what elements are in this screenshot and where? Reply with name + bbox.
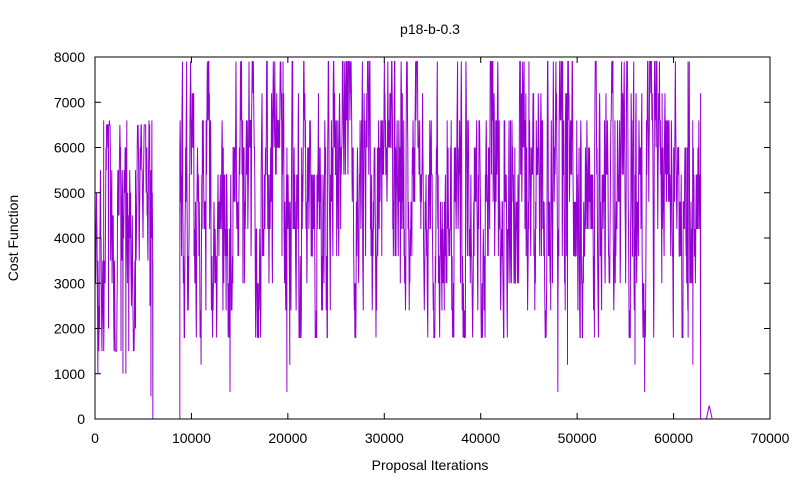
y-tick-label: 8000 — [54, 49, 85, 65]
x-tick-label: 30000 — [365, 430, 404, 446]
y-axis-label: Cost Function — [5, 195, 21, 281]
y-tick-label: 1000 — [54, 366, 85, 382]
x-tick-label: 70000 — [751, 430, 790, 446]
x-tick-label: 50000 — [558, 430, 597, 446]
y-tick-label: 7000 — [54, 94, 85, 110]
y-tick-label: 6000 — [54, 140, 85, 156]
x-tick-label: 10000 — [172, 430, 211, 446]
x-tick-label: 40000 — [461, 430, 500, 446]
y-tick-label: 3000 — [54, 275, 85, 291]
y-tick-label: 0 — [77, 411, 85, 427]
x-tick-label: 0 — [91, 430, 99, 446]
cost-function-series-line — [94, 61, 713, 420]
x-tick-label: 20000 — [268, 430, 307, 446]
plot-frame — [94, 56, 771, 420]
ticks-layer: 0 10000 20000 30000 40000 50000 60000 70000 0 100… — [54, 49, 790, 446]
chart-title: p18-b-0.3 — [400, 21, 460, 37]
x-axis-label: Proposal Iterations — [372, 457, 489, 473]
y-tick-label: 2000 — [54, 321, 85, 337]
series-layer — [94, 61, 713, 420]
y-tick-label: 4000 — [54, 230, 85, 246]
y-tick-label: 5000 — [54, 185, 85, 201]
x-tick-label: 60000 — [654, 430, 693, 446]
